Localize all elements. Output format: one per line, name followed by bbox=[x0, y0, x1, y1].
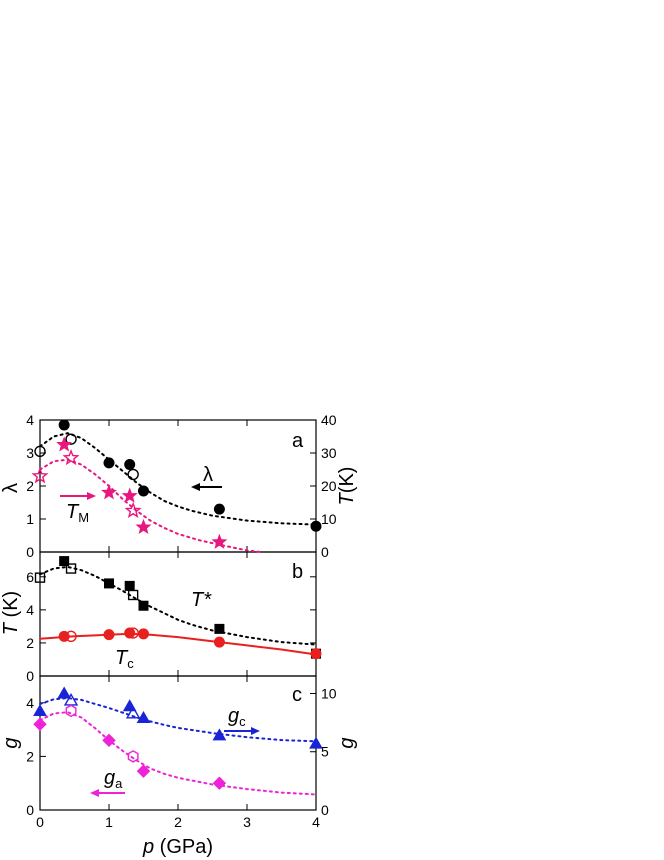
gc-label: gc bbox=[228, 705, 246, 729]
panel-b-circle-open-point bbox=[65, 630, 77, 643]
panel-a-left-tick-label: 0 bbox=[26, 544, 34, 560]
panel-c-triangle-filled-point bbox=[136, 710, 151, 723]
lambda-legend-arrowhead bbox=[191, 483, 200, 491]
panel-c-triangle-filled-point bbox=[309, 736, 323, 749]
panel-a-star-filled-point bbox=[56, 436, 73, 452]
panel-a-star-filled-point bbox=[211, 533, 228, 549]
x-axis-label: p (GPa) bbox=[142, 836, 213, 858]
panel-b-left-tick-label: 2 bbox=[26, 635, 34, 651]
panel-c-right-tick-label: 10 bbox=[321, 685, 337, 701]
panel-c-fit-curve-2 bbox=[39, 697, 317, 743]
panel-b-circle-open-point bbox=[127, 627, 139, 639]
panel-a-right-tick-label: 0 bbox=[321, 544, 329, 560]
panel-c-hexagon-open-point bbox=[65, 704, 77, 718]
panel-a-star-filled-point bbox=[121, 487, 138, 503]
gc-legend-arrowhead bbox=[251, 727, 260, 735]
panel-a-right-tick-label: 30 bbox=[321, 445, 337, 461]
panel-a-circle-open-point bbox=[34, 445, 46, 458]
panel-c-triangle-filled-point bbox=[57, 686, 72, 699]
panel-a-left-tick-label: 2 bbox=[26, 478, 34, 494]
panel-c-frame bbox=[39, 675, 317, 811]
x-tick-label: 3 bbox=[243, 814, 251, 830]
panel-b-left-axis-label: T (K) bbox=[0, 591, 22, 635]
panel-a-circle-filled-point bbox=[138, 485, 149, 497]
ga-label: ga bbox=[104, 767, 123, 791]
panel-c-diamond-filled-point bbox=[212, 776, 227, 790]
x-tick-label: 0 bbox=[36, 814, 44, 830]
panel-a-star-open-point bbox=[31, 467, 49, 484]
panel-b-circle-filled-point bbox=[124, 627, 136, 639]
panel-c-fit-curve-5 bbox=[39, 711, 317, 796]
panel-b-left-tick-label: 6 bbox=[26, 569, 34, 585]
panel-a-right-axis-label: T(K) bbox=[336, 467, 358, 506]
panel-a-left-tick-label: 1 bbox=[26, 511, 34, 527]
Tc-label: Tc bbox=[115, 647, 134, 671]
panel-a-right-tick-label: 10 bbox=[321, 511, 337, 527]
panel-b-fit-curve-5 bbox=[39, 632, 317, 656]
panel-b-square-open-point bbox=[65, 563, 77, 574]
panel-b-square-open-point bbox=[127, 589, 139, 601]
lambda-legend-label: λ bbox=[203, 464, 213, 486]
Tstar-label: T* bbox=[191, 589, 212, 611]
panel-b-circle-filled-point bbox=[138, 628, 149, 640]
ga-legend-arrowhead bbox=[90, 789, 99, 797]
panel-letter-a: a bbox=[292, 430, 304, 452]
panel-c-left-tick-label: 0 bbox=[26, 802, 34, 818]
panel-a-circle-filled-point bbox=[58, 419, 70, 431]
panel-c-triangle-filled-point bbox=[33, 703, 47, 716]
panel-c-triangle-open-point bbox=[125, 705, 141, 719]
panel-b-circle-filled-point bbox=[213, 636, 225, 648]
panel-b-square-open-point bbox=[34, 572, 46, 583]
panel-a-frame bbox=[39, 419, 317, 553]
panel-a-left-tick-label: 4 bbox=[26, 412, 34, 428]
panel-c-right-tick-label: 0 bbox=[321, 802, 329, 818]
panel-c-triangle-filled-point bbox=[212, 728, 227, 741]
x-tick-label: 2 bbox=[174, 814, 182, 830]
TM-legend-arrowhead bbox=[87, 492, 96, 500]
panel-c-left-tick-label: 4 bbox=[26, 695, 34, 711]
panel-c-right-axis-label: g bbox=[336, 737, 358, 748]
panel-a-circle-open-point bbox=[127, 468, 139, 481]
panel-c-hexagon-open-point bbox=[127, 750, 139, 763]
panel-c-diamond-filled-point bbox=[33, 717, 47, 731]
panel-a-star-filled-point bbox=[101, 484, 117, 500]
panel-a-right-tick-label: 40 bbox=[321, 412, 337, 428]
panel-a-circle-filled-point bbox=[124, 459, 136, 471]
panel-a-left-axis-label: λ bbox=[0, 483, 22, 493]
panel-c-left-tick-label: 2 bbox=[26, 748, 34, 764]
x-tick-label: 1 bbox=[105, 814, 113, 830]
panel-a-left-tick-label: 3 bbox=[26, 445, 34, 461]
panel-a-star-filled-point bbox=[135, 518, 152, 535]
panel-a-circle-filled-point bbox=[310, 520, 322, 532]
panel-letter-c: c bbox=[292, 684, 302, 706]
panel-c-diamond-filled-point bbox=[136, 764, 151, 778]
panel-a-right-tick-label: 20 bbox=[321, 478, 337, 494]
panel-b-square-filled-point bbox=[214, 623, 225, 634]
panel-c-diamond-filled-point bbox=[102, 733, 116, 748]
panel-c-right-tick-label: 5 bbox=[321, 744, 329, 760]
x-tick-label: 4 bbox=[312, 814, 320, 830]
axis-ticks bbox=[39, 419, 317, 811]
panel-b-square-filled-point bbox=[138, 600, 149, 611]
panel-a-star-open-point bbox=[62, 449, 80, 466]
data-markers bbox=[31, 419, 323, 790]
fit-curves bbox=[39, 432, 317, 796]
panel-a-circle-filled-point bbox=[213, 503, 225, 515]
panel-b-fit-curve-2 bbox=[39, 565, 317, 646]
panel-a-circle-filled-point bbox=[103, 457, 115, 469]
panel-b-circle-filled-point bbox=[103, 629, 115, 641]
panel-b-square-filled-point bbox=[124, 580, 135, 591]
panel-b-left-tick-label: 0 bbox=[26, 668, 34, 684]
panel-letter-b: b bbox=[292, 561, 303, 583]
TM-legend-label: TM bbox=[66, 501, 89, 525]
panel-c-left-axis-label: g bbox=[0, 737, 22, 748]
panel-b-left-tick-label: 4 bbox=[26, 602, 34, 618]
panel-b-square-filled-point bbox=[59, 556, 70, 567]
panel-b-circle-filled-point bbox=[310, 648, 322, 660]
panel-a-star-open-point bbox=[124, 501, 142, 518]
panel-a-circle-open-point bbox=[65, 433, 77, 445]
panel-b-square-filled-point bbox=[104, 578, 114, 589]
